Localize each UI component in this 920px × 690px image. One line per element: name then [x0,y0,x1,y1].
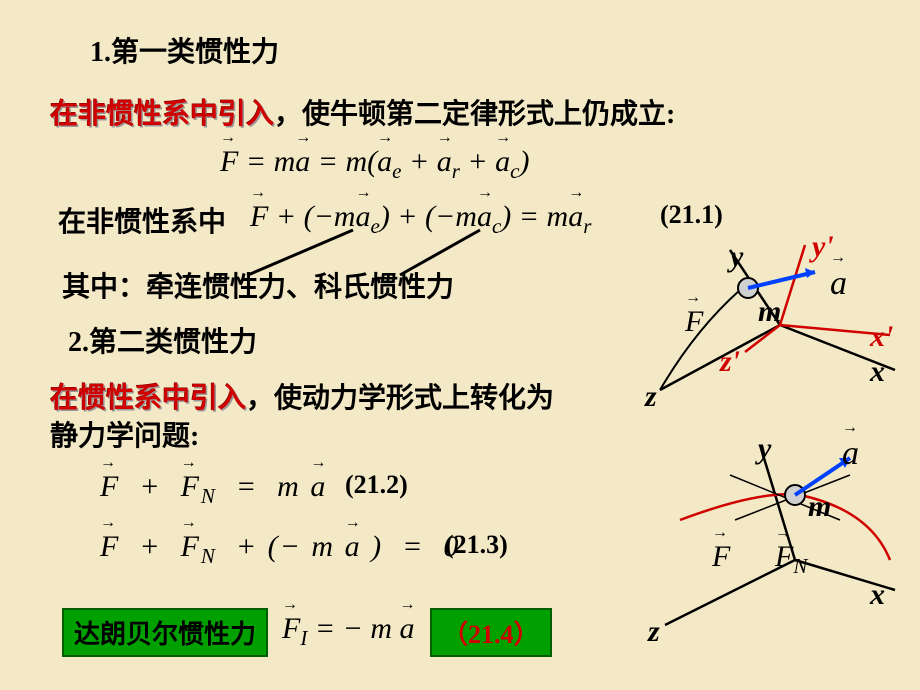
diag2-m: m [808,490,831,524]
line4-red: 在惯性系中引入 [50,383,246,414]
diag1-a: a [830,265,847,303]
heading-2: 2.第二类惯性力 [68,320,257,360]
equation-3: F + FN = m a [100,470,327,509]
diag1-y: y [730,240,743,274]
box-dalembert: 达朗贝尔惯性力 [62,608,268,657]
diag1-z: z [645,380,657,414]
diag1-F: F [685,305,703,339]
diag1-x: x [870,355,885,389]
diag1-xp: x' [870,320,893,354]
diag2-z: z [648,615,660,649]
diag2-Fn: FN [775,540,807,579]
diag1-m: m [758,295,781,329]
equation-4: F + FN + (− m a ) = 0 [100,530,460,569]
eqnum-3: (21.3) [445,530,508,560]
eqnum-4-box: （21.4） [430,608,552,657]
eqnum-2: (21.2) [345,470,408,500]
diag2-F: F [712,540,730,574]
diag2-x: x [870,578,885,612]
diag2-a: a [842,435,859,473]
diag1-zp: z' [720,345,740,379]
line-4: 在惯性系中引入，使动力学形式上转化为静力学问题: [50,380,570,456]
equation-5: FI = − m a [282,612,414,651]
diag2-y: y [758,432,771,466]
